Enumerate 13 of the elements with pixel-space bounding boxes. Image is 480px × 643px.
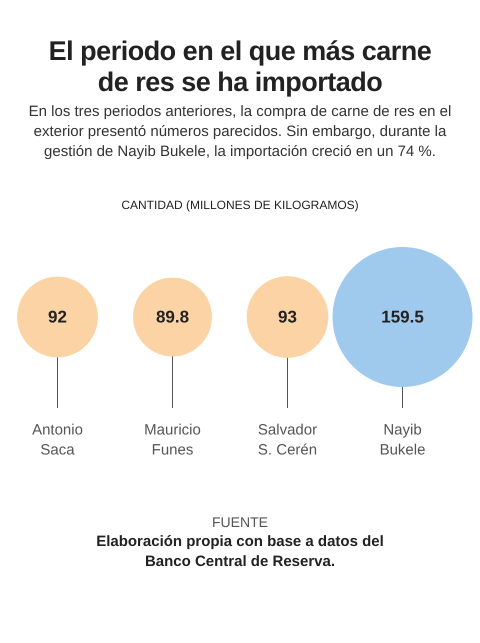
data-label: 89.8 [156, 308, 190, 326]
category-label: Antonio Saca [32, 422, 83, 458]
data-label: 93 [278, 308, 297, 326]
text: FUENTE [211, 514, 269, 530]
data-label: 159.5 [381, 308, 424, 326]
text: Elaboración propia con base a datos del Banco Central de Reserva. [95, 532, 385, 572]
data-label: 92 [48, 308, 67, 326]
category-label: Nayib Bukele [380, 422, 426, 458]
text: El periodo en el que más carne de res se ha importado [48, 36, 432, 98]
text: CANTIDAD (MILLONES DE KILOGRAMOS) [120, 198, 360, 212]
text: En los tres periodos anteriores, la compra de carne de res en el exterior presentó números parecidos. Sin embargo, durante la gestión de Nayib Bukele, la importación creció en un 74 %. [28, 102, 452, 162]
category-label: Salvador S. Cerén [258, 422, 318, 458]
category-label: Mauricio Funes [144, 422, 201, 458]
